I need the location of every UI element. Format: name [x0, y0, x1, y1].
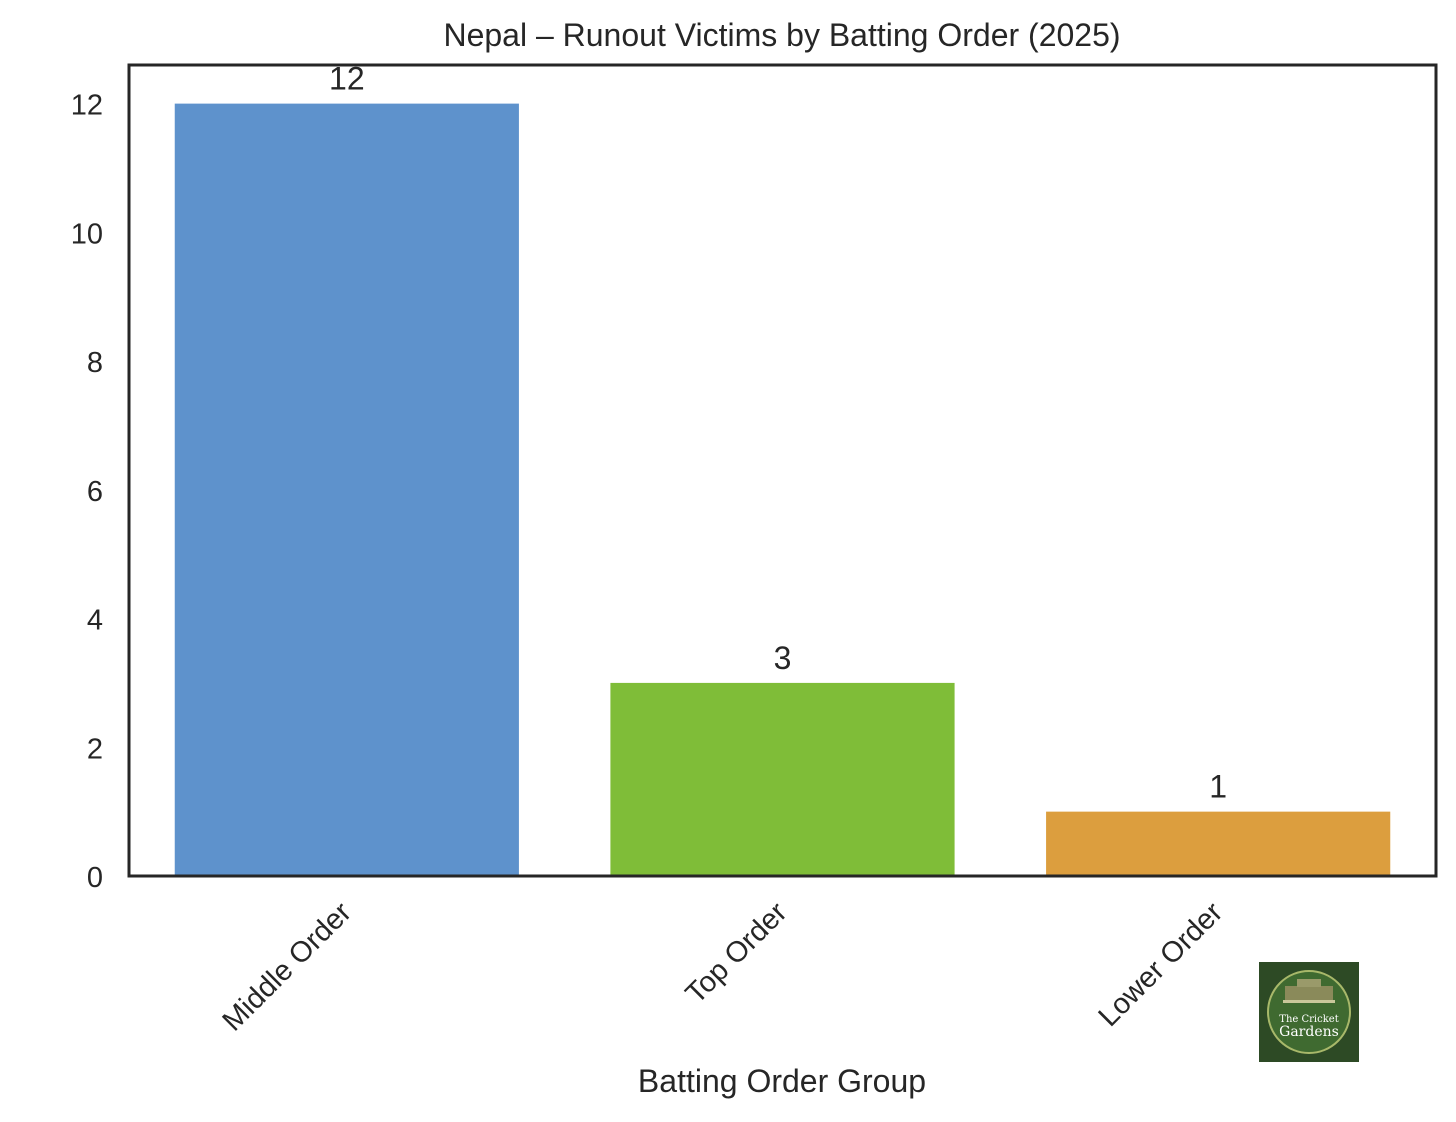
plot-frame: [127, 63, 1438, 878]
cricket-gardens-logo: The Cricket Gardens: [1259, 962, 1359, 1062]
y-tick-label: 4: [87, 605, 103, 637]
y-tick-label: 10: [71, 218, 103, 250]
bar-middle-order: [174, 103, 519, 877]
y-tick-label: 12: [71, 90, 103, 122]
y-tick-label: 6: [87, 476, 103, 508]
stadium-emblem-icon: The Cricket Gardens: [1259, 962, 1359, 1062]
x-tick-label: Top Order: [680, 896, 794, 1010]
bar-value-label: 1: [1209, 769, 1227, 805]
bar-value-label: 3: [774, 640, 792, 676]
y-tick-label: 0: [87, 862, 103, 894]
y-tick-label: 8: [87, 347, 103, 379]
logo-text-line1: The Cricket: [1279, 1014, 1338, 1025]
x-tick-label: Lower Order: [1093, 896, 1230, 1033]
bars-layer: [174, 103, 1391, 877]
logo-text-line2: Gardens: [1279, 1024, 1339, 1040]
bar-value-label: 12: [329, 61, 365, 97]
x-axis-label: Batting Order Group: [638, 1063, 926, 1099]
bar-top-order: [610, 682, 955, 876]
bar-lower-order: [1046, 811, 1391, 876]
y-axis-ticks: 0 2 4 6 8 10 12: [71, 90, 103, 894]
bar-labels-layer: 12 3 1: [329, 61, 1227, 805]
chart-title: Nepal – Runout Victims by Batting Order …: [443, 17, 1120, 53]
y-tick-label: 2: [87, 733, 103, 765]
x-axis-ticks: Middle Order Top Order Lower Order: [217, 896, 1230, 1037]
x-tick-label: Middle Order: [217, 896, 358, 1037]
